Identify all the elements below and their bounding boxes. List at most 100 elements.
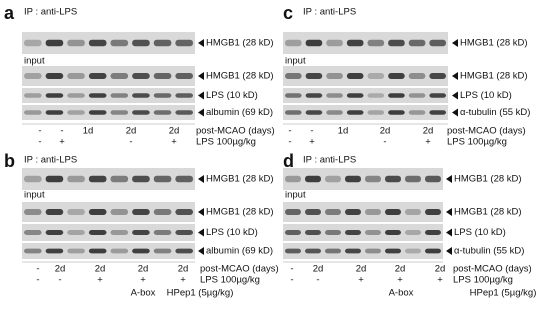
band: [88, 93, 107, 98]
band: [45, 209, 64, 215]
condition-value: 2d: [313, 264, 324, 275]
band: [367, 110, 385, 115]
band: [305, 73, 323, 79]
blot: [22, 243, 195, 259]
condition-value: -: [316, 275, 319, 286]
band: [365, 209, 381, 215]
band: [365, 229, 381, 236]
band: [45, 93, 64, 98]
band: [132, 39, 150, 47]
band: [175, 175, 193, 183]
band: [429, 73, 446, 79]
blot: [283, 32, 448, 54]
condition-value: -: [310, 126, 313, 137]
band: [88, 110, 107, 115]
band: [365, 175, 381, 183]
blot-label: albumin (69 kD): [206, 107, 273, 118]
band: [285, 248, 301, 254]
band: [45, 73, 64, 79]
band: [110, 73, 129, 79]
band: [305, 93, 323, 98]
band: [24, 73, 42, 79]
blot: [22, 224, 195, 241]
band: [326, 73, 343, 79]
band: [67, 248, 85, 254]
band: [285, 73, 302, 79]
band: [425, 229, 441, 236]
band: [45, 229, 64, 236]
band: [175, 209, 193, 215]
blot-label: HMGB1 (28 kD): [206, 71, 274, 82]
blot: [283, 202, 443, 222]
arrow: [198, 72, 204, 80]
band: [429, 93, 446, 98]
condition-value: +: [309, 137, 315, 148]
band: [67, 229, 85, 236]
condition-value: 2d: [356, 264, 367, 275]
band: [24, 248, 42, 254]
band: [132, 209, 150, 215]
condition-value: 2d: [95, 264, 106, 275]
condition-value: +: [140, 275, 146, 286]
band: [175, 39, 193, 47]
band: [175, 110, 193, 115]
band: [345, 248, 361, 254]
blot: [22, 32, 195, 54]
band: [88, 209, 107, 215]
blot: [22, 66, 195, 86]
arrow: [198, 91, 204, 100]
blot: [283, 243, 443, 259]
band: [405, 209, 421, 215]
condition-value: -: [58, 275, 61, 286]
band: [285, 110, 302, 115]
band: [367, 73, 385, 79]
condition-value: HPep1 (5µg/kg): [470, 288, 537, 299]
condition-label: LPS 100µg/kg: [453, 275, 513, 286]
band: [132, 248, 150, 254]
condition-value: -: [288, 126, 291, 137]
band: [345, 229, 361, 236]
arrow: [452, 91, 458, 100]
blot-label: LPS (10 kD): [454, 227, 506, 238]
blot-label: HMGB1 (28 kD): [206, 174, 274, 185]
band: [408, 73, 426, 79]
band: [24, 175, 42, 183]
blot-label: HMGB1 (28 kD): [206, 38, 274, 49]
band: [325, 229, 341, 236]
band: [24, 39, 42, 47]
condition-value: -: [60, 126, 63, 137]
condition-value: 1d: [338, 126, 349, 137]
band: [132, 110, 150, 115]
arrow: [198, 228, 204, 237]
band: [408, 93, 426, 98]
condition-value: 2d: [138, 264, 149, 275]
condition-value: -: [290, 275, 293, 286]
band: [110, 229, 129, 236]
band: [24, 93, 42, 98]
blot-label: α-tubulin (55 kD): [454, 246, 524, 257]
band: [45, 175, 64, 183]
blot-label: HMGB1 (28 kD): [454, 207, 522, 218]
condition-value: 2d: [178, 264, 189, 275]
condition-value: 2d: [169, 126, 180, 137]
band: [175, 93, 193, 98]
band: [132, 229, 150, 236]
band: [153, 209, 172, 215]
arrow: [198, 39, 204, 47]
condition-value: 2d: [55, 264, 66, 275]
band: [405, 248, 421, 254]
band: [285, 209, 301, 215]
band: [88, 73, 107, 79]
band: [110, 248, 129, 254]
band: [346, 73, 364, 79]
input-label: input: [24, 56, 45, 67]
condition-value: -: [290, 264, 293, 275]
band: [88, 175, 107, 183]
blot: [283, 105, 448, 120]
condition-value: +: [358, 275, 364, 286]
input-label: input: [24, 190, 45, 201]
band: [132, 93, 150, 98]
blot: [283, 66, 448, 86]
condition-label: LPS 100µg/kg: [447, 137, 507, 148]
band: [367, 93, 385, 98]
